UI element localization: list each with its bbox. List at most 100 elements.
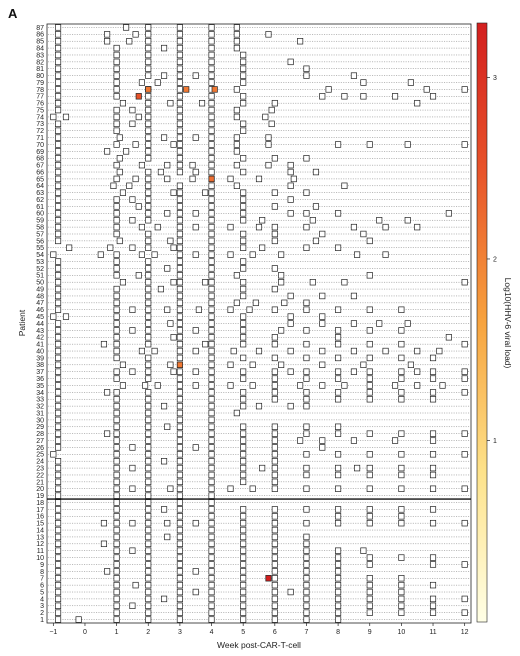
cell-negative bbox=[113, 354, 120, 362]
cell-negative bbox=[145, 306, 152, 313]
cell-negative bbox=[55, 533, 62, 541]
cell-negative bbox=[271, 389, 278, 396]
cell-negative bbox=[240, 217, 247, 224]
cell-negative bbox=[281, 299, 288, 307]
cell-negative bbox=[303, 588, 310, 596]
cell-negative bbox=[113, 430, 120, 437]
cell-negative bbox=[145, 279, 152, 286]
cell-negative bbox=[176, 210, 183, 217]
y-tick-83: 83 bbox=[36, 52, 44, 59]
cell-negative bbox=[303, 471, 310, 479]
cell-negative bbox=[335, 554, 342, 561]
cell-negative bbox=[382, 223, 389, 231]
cell-negative bbox=[113, 65, 120, 72]
cell-negative bbox=[233, 24, 240, 31]
cell-negative bbox=[208, 244, 215, 251]
cell-negative bbox=[382, 347, 389, 355]
cell-negative bbox=[55, 492, 62, 499]
cell-negative bbox=[404, 217, 411, 224]
cell-negative bbox=[240, 526, 247, 534]
cell-negative bbox=[113, 58, 120, 66]
cell-negative bbox=[192, 251, 199, 258]
cell-negative bbox=[176, 106, 183, 114]
cell-negative bbox=[55, 513, 62, 520]
cell-negative bbox=[176, 492, 183, 499]
cell-negative bbox=[208, 368, 215, 375]
cell-negative bbox=[55, 361, 62, 369]
y-tick-3: 3 bbox=[40, 603, 44, 610]
cell-negative bbox=[240, 99, 247, 107]
cell-negative bbox=[249, 382, 256, 389]
cell-negative bbox=[423, 86, 430, 93]
y-tick-49: 49 bbox=[36, 286, 44, 293]
cell-negative bbox=[145, 313, 152, 320]
cell-negative bbox=[161, 72, 168, 79]
cell-negative bbox=[113, 602, 120, 609]
cell-negative bbox=[113, 210, 120, 217]
y-tick-43: 43 bbox=[36, 328, 44, 335]
cell-negative bbox=[192, 347, 199, 355]
cell-negative bbox=[303, 189, 310, 196]
cell-negative bbox=[366, 471, 373, 479]
cell-negative bbox=[170, 141, 177, 148]
cell-negative bbox=[176, 547, 183, 554]
cell-negative bbox=[145, 292, 152, 300]
cell-negative bbox=[303, 375, 310, 382]
y-tick-82: 82 bbox=[36, 59, 44, 66]
cell-negative bbox=[271, 237, 278, 245]
cell-negative bbox=[227, 361, 234, 369]
cell-negative bbox=[240, 519, 247, 527]
cell-negative bbox=[335, 588, 342, 596]
cell-negative bbox=[208, 547, 215, 554]
y-tick-58: 58 bbox=[36, 225, 44, 232]
cell-negative bbox=[129, 217, 136, 224]
cell-negative bbox=[208, 161, 215, 169]
cell-negative bbox=[176, 402, 183, 410]
cell-negative bbox=[145, 540, 152, 548]
cell-negative bbox=[382, 251, 389, 258]
cell-negative bbox=[113, 230, 120, 238]
cell-negative bbox=[176, 99, 183, 107]
cell-negative bbox=[135, 272, 142, 279]
cell-negative bbox=[350, 437, 357, 444]
cell-negative bbox=[192, 327, 199, 334]
cell-negative bbox=[55, 464, 62, 472]
cell-negative bbox=[145, 113, 152, 121]
cell-negative bbox=[233, 409, 240, 417]
cell-negative bbox=[208, 540, 215, 548]
cell-negative bbox=[142, 382, 149, 389]
cell-negative bbox=[233, 113, 240, 121]
cell-negative bbox=[113, 561, 120, 568]
cell-negative bbox=[176, 458, 183, 465]
cell-negative bbox=[240, 210, 247, 217]
cell-negative bbox=[55, 340, 62, 348]
cell-negative bbox=[414, 223, 421, 231]
cell-negative bbox=[113, 595, 120, 603]
cell-negative bbox=[176, 244, 183, 251]
cell-negative bbox=[176, 203, 183, 210]
cell-negative bbox=[303, 506, 310, 513]
cell-negative bbox=[366, 506, 373, 513]
y-tick-20: 20 bbox=[36, 486, 44, 493]
x-tick-9: 9 bbox=[368, 629, 372, 636]
cell-negative bbox=[240, 396, 247, 403]
cell-negative bbox=[398, 575, 405, 582]
cell-negative bbox=[145, 506, 152, 513]
cell-negative bbox=[167, 237, 174, 245]
cell-negative bbox=[55, 175, 62, 183]
cell-negative bbox=[113, 175, 120, 183]
cell-negative bbox=[129, 120, 136, 128]
cell-negative bbox=[176, 368, 183, 375]
cell-negative bbox=[240, 334, 247, 341]
y-tick-16: 16 bbox=[36, 514, 44, 521]
cell-negative bbox=[113, 258, 120, 265]
cell-negative bbox=[208, 382, 215, 389]
cell-negative bbox=[208, 127, 215, 134]
cell-negative bbox=[145, 437, 152, 444]
cell-negative bbox=[119, 279, 126, 286]
cell-negative bbox=[303, 609, 310, 616]
cell-detected bbox=[208, 175, 215, 183]
cell-negative bbox=[360, 361, 367, 369]
cell-negative bbox=[145, 513, 152, 520]
cell-negative bbox=[366, 609, 373, 616]
